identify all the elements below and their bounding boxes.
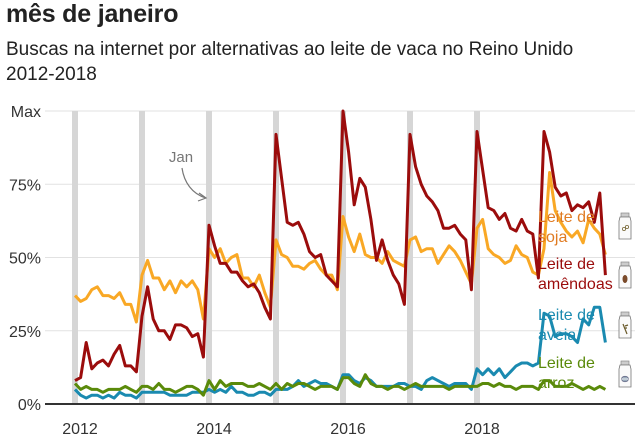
bottle-soy-icon	[618, 212, 632, 240]
y-tick-label: 75%	[9, 177, 41, 194]
x-tick-label: 2012	[62, 421, 98, 438]
january-marker	[407, 111, 413, 404]
legend-label-line: Leite de	[538, 355, 595, 372]
legend-label-line: Leite de	[538, 209, 595, 226]
legend-label-line: Leite de	[538, 256, 595, 273]
annotation-arrowhead-icon	[197, 192, 208, 202]
y-tick-label: 0%	[18, 397, 41, 414]
legend-label-line: soja	[538, 229, 568, 246]
y-tick-label: Max	[11, 104, 41, 121]
january-marker	[139, 111, 145, 404]
x-tick-label: 2018	[464, 421, 500, 438]
legend-label-line: amêndoas	[538, 276, 613, 293]
series-line-leite-de-arroz	[73, 373, 607, 397]
legend-label-leite-de-arroz: Leite de arroz	[538, 354, 595, 394]
legend-label-line: aveia	[538, 327, 577, 344]
y-tick-label: 50%	[9, 251, 41, 268]
legend-label-leite-de-aveia: Leite de aveia	[538, 306, 595, 346]
annotation-arrow-icon	[181, 167, 207, 199]
legend-label-leite-de-amêndoas: Leite de amêndoas	[538, 255, 613, 295]
bottle-almond-icon	[618, 261, 632, 289]
january-marker	[72, 111, 78, 404]
annotation-jan-label: Jan	[169, 149, 193, 166]
series-line-leite-de-soja	[73, 171, 607, 324]
x-tick-label: 2014	[196, 421, 232, 438]
chart-title: mês de janeiro	[6, 0, 179, 28]
legend-label-line: Leite de	[538, 307, 595, 324]
series-line-leite-de-amêndoas	[74, 109, 607, 382]
y-tick-label: 25%	[9, 324, 41, 341]
january-marker	[474, 111, 480, 404]
bottle-oat-icon	[618, 311, 632, 339]
bottle-rice-icon	[618, 360, 632, 388]
x-tick-label: 2016	[330, 421, 366, 438]
chart-subtitle: Buscas na internet por alternativas ao l…	[6, 39, 574, 85]
legend-label-line: arroz	[538, 375, 575, 392]
legend-label-leite-de-soja: Leite de soja	[538, 208, 595, 248]
january-marker	[340, 111, 346, 404]
